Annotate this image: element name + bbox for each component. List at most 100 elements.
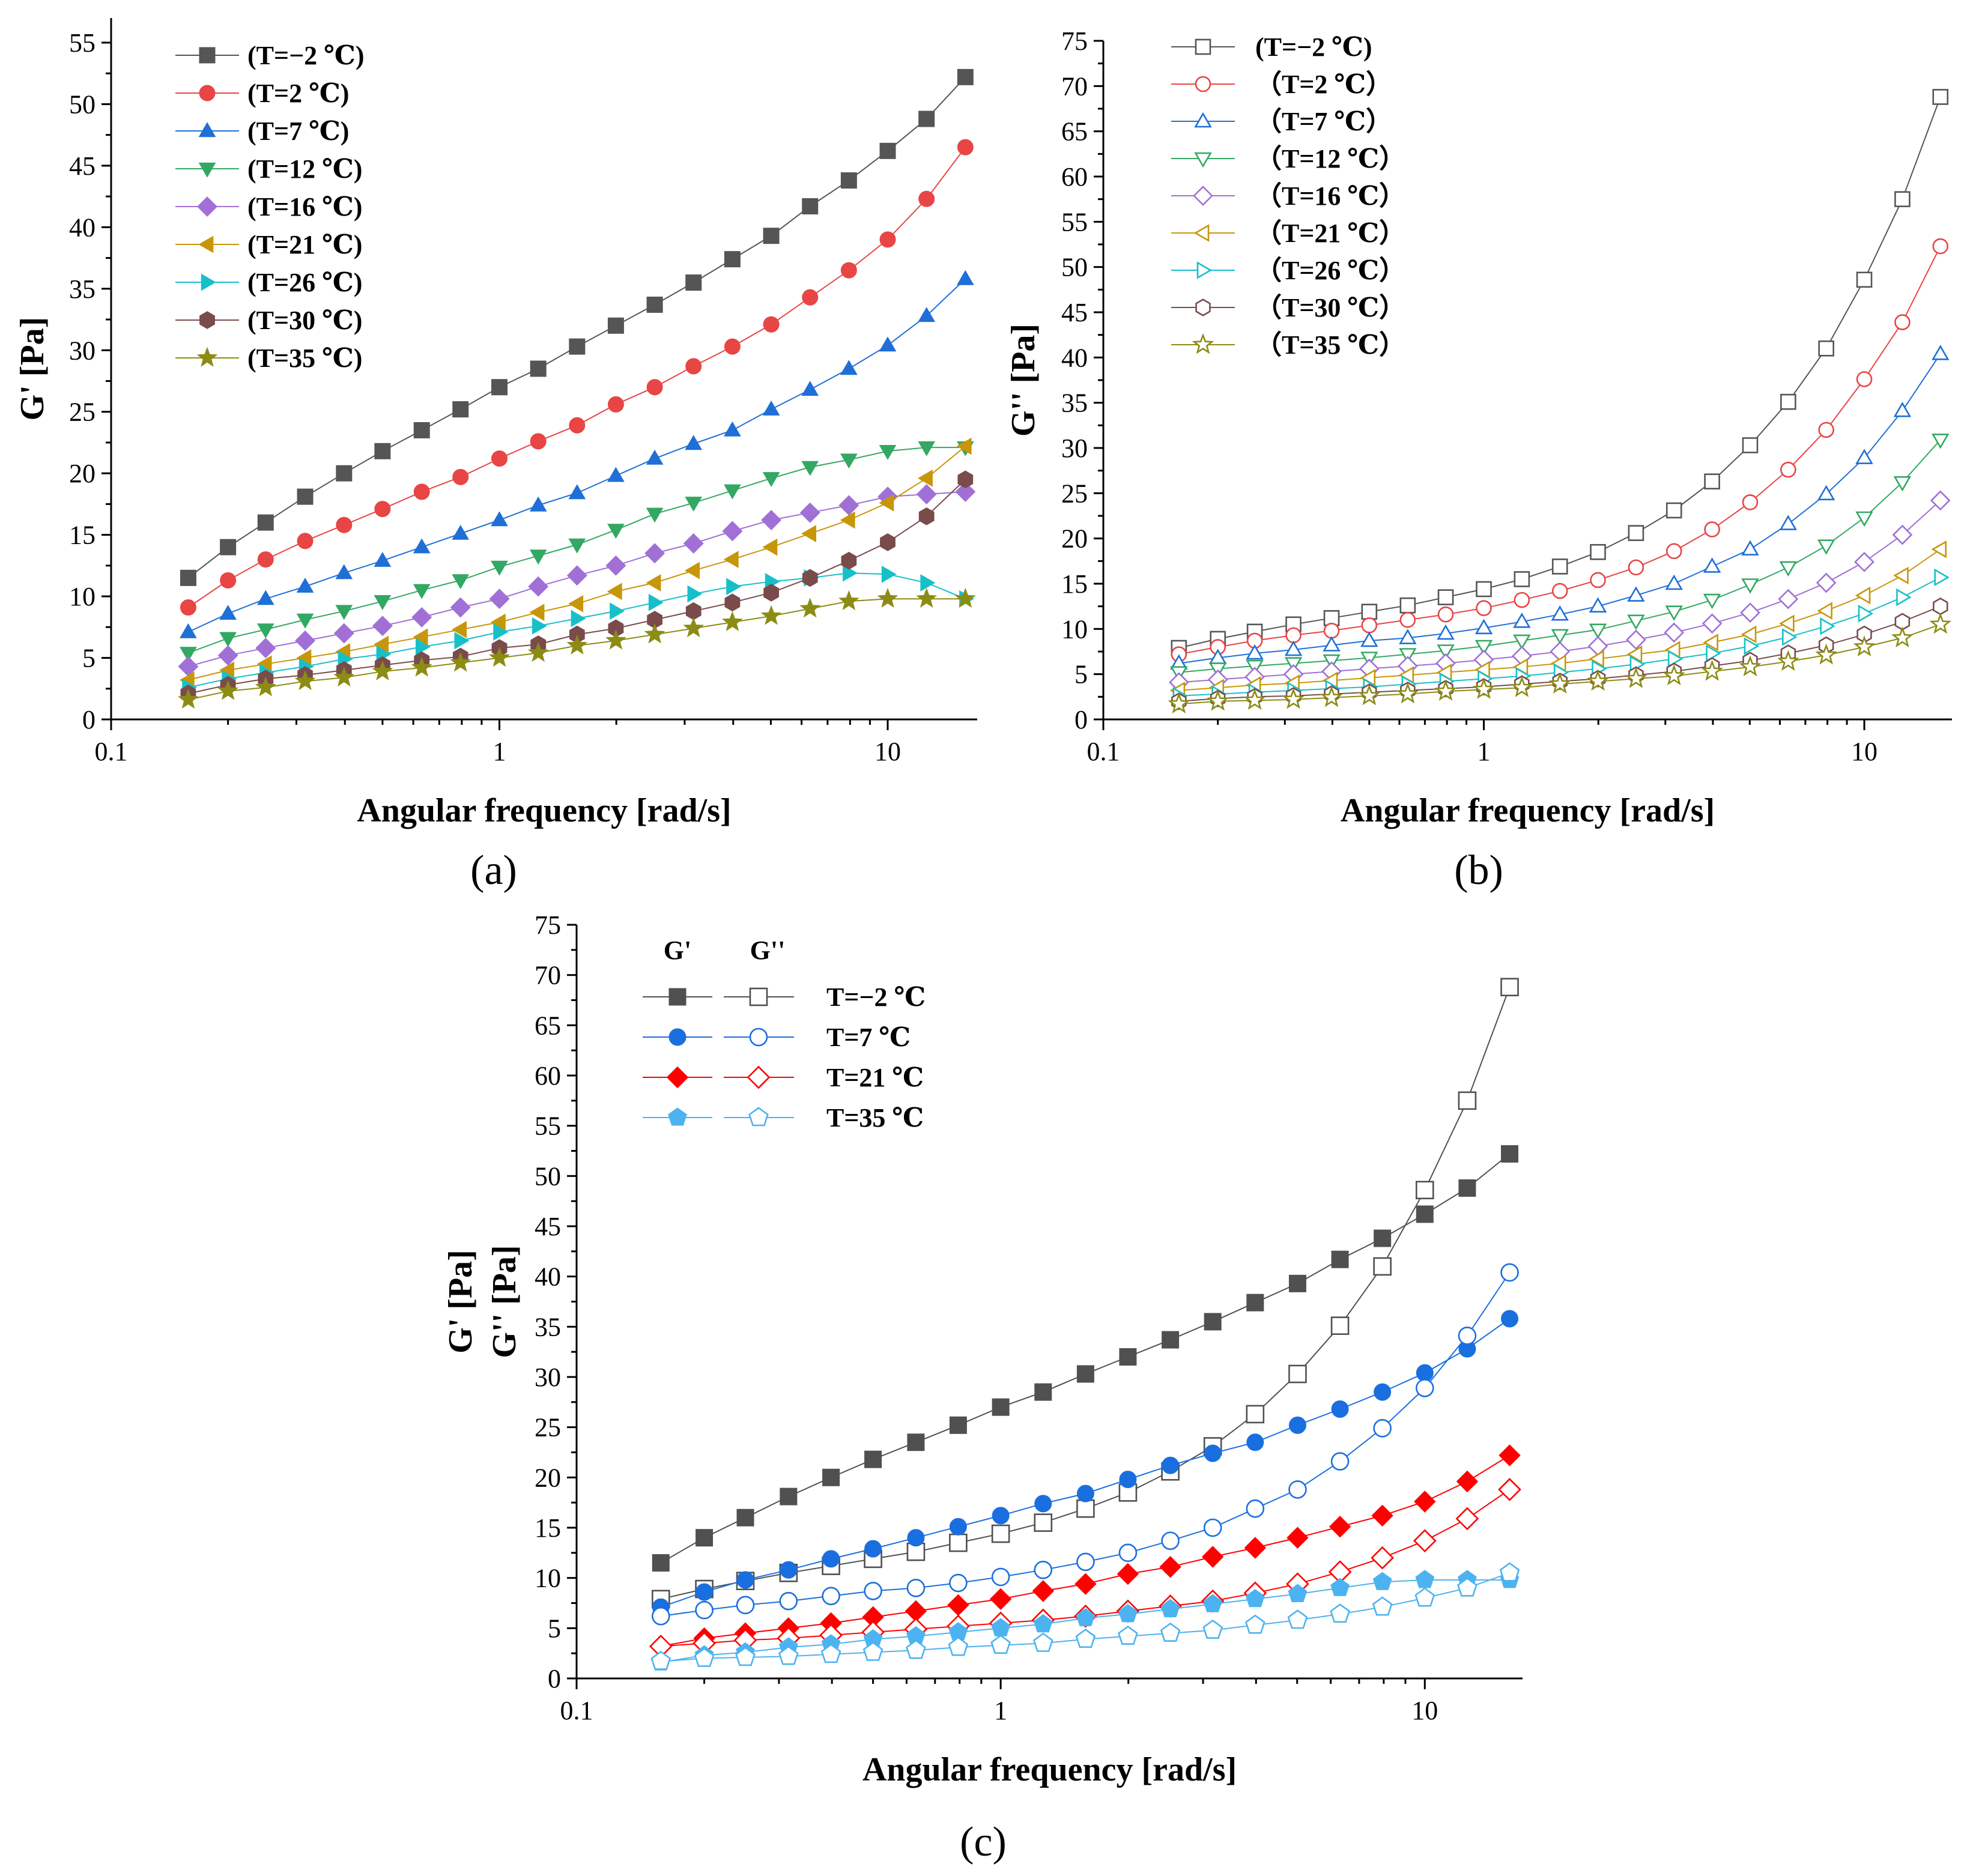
panel-b-legend-marker <box>1195 298 1211 316</box>
panel-a-series-5-point <box>801 525 816 542</box>
panel-c-series-3-point <box>864 1582 882 1600</box>
panel-c-series-7-point <box>1372 1596 1393 1616</box>
panel-b-legend-marker <box>1194 152 1212 168</box>
panel-b-series-1-point <box>1780 461 1796 478</box>
panel-c-series-2-point <box>1374 1383 1392 1401</box>
panel-a-series-2-point <box>180 623 197 638</box>
panel-b-series-4-point <box>1892 524 1913 545</box>
panel-b-ytick-label: 5 <box>1074 660 1088 689</box>
panel-a-series-0-point <box>607 317 624 334</box>
panel-a-series-1-point <box>685 358 702 375</box>
panel-c-series-0-point <box>1119 1348 1137 1366</box>
panel-a-series-2-point <box>529 496 547 512</box>
panel-a-series-0-point <box>180 569 196 586</box>
panel-b-xtick-label: 1 <box>1478 737 1491 766</box>
panel-a-series-1-point <box>530 433 547 450</box>
panel-c-ytick-label: 35 <box>535 1312 561 1342</box>
panel-b-series-6-point <box>1896 588 1912 607</box>
panel-b-legend-label: （T=2 ℃） <box>1255 70 1392 99</box>
panel-c-series-7-point <box>694 1647 715 1667</box>
panel-b-series-5-point <box>1703 634 1718 652</box>
panel-c-series-2-point <box>1162 1456 1180 1474</box>
panel-a-series-3-point <box>918 441 936 456</box>
panel-c-series-2-point <box>1246 1433 1264 1451</box>
panel-a-series-1-point <box>607 396 624 413</box>
panel-a-series-3-point <box>879 445 897 460</box>
panel-c-legend-item: T=21 ℃ <box>643 1063 924 1092</box>
panel-a-ytick-label: 40 <box>69 213 95 242</box>
panel-c-series-3-point <box>1500 1263 1519 1282</box>
panel-c-series-3-point <box>1246 1499 1265 1518</box>
panel-a-series-0-point <box>840 172 857 189</box>
panel-a-series-4-point <box>217 645 238 666</box>
panel-a-series-3-point <box>568 538 586 554</box>
panel-b-legend-item: （T=7 ℃） <box>1171 107 1392 136</box>
panel-a-series-0-point <box>724 251 741 268</box>
panel-a-series-3-point <box>607 524 625 539</box>
panel-b-series-3-point <box>1551 629 1569 645</box>
panel-a-chart: 0 5 10 15 20 25 30 35 40 45 50 55 0.1 1 10 Angular freq… <box>14 18 977 894</box>
panel-b-series-8-point <box>1701 659 1723 681</box>
panel-a-legend-item: (T=26 ℃) <box>175 268 362 297</box>
panel-c-series-3-point <box>779 1591 798 1611</box>
panel-a-ytick-label: 5 <box>82 644 95 673</box>
panel-c-series-7-point <box>906 1639 926 1659</box>
panel-b-series-0-point <box>1665 502 1682 519</box>
panel-b-series-6-point <box>1782 628 1798 646</box>
panel-c-series-3-point <box>822 1587 840 1606</box>
panel-b-ytick-label: 55 <box>1061 207 1088 237</box>
panel-a-series-2-point <box>607 467 625 482</box>
panel-b-series-8-point <box>1662 664 1685 686</box>
panel-a-series-1-point <box>879 231 896 248</box>
panel-b-series-2-point <box>1551 605 1569 621</box>
panel-b-series-4-point <box>1816 572 1837 593</box>
panel-a-ytick-label: 15 <box>69 521 95 550</box>
panel-c-series-2-point <box>949 1517 967 1536</box>
panel-a-series-0-point <box>413 422 430 438</box>
panel-c-series-0-point <box>992 1398 1010 1416</box>
panel-a-legend-label: (T=16 ℃) <box>247 192 362 222</box>
panel-a-series-7-point <box>763 584 779 602</box>
panel-b-series-0-point <box>1590 543 1606 560</box>
panel-a-series-2-point <box>646 449 664 465</box>
panel-b-ytick-label: 70 <box>1061 71 1088 101</box>
panel-c-legend-marker-filled <box>668 1028 686 1046</box>
panel-b-series-0-point <box>1551 558 1568 575</box>
panel-b-series-4-point <box>1854 551 1875 572</box>
panel-a-series-3-point <box>452 574 470 590</box>
panel-a-series-5-point <box>529 604 545 622</box>
panel-a-series-1-point <box>646 379 663 396</box>
panel-a-series-3-point <box>840 453 858 469</box>
panel-a-series-8-point <box>799 598 821 618</box>
panel-c-series-3-point <box>736 1596 755 1615</box>
panel-a-series-7-point <box>724 593 741 612</box>
panel-b-legend-item: （T=12 ℃） <box>1171 144 1405 174</box>
panel-a-series-4-point <box>722 521 743 542</box>
panel-c-series-1-point <box>1373 1257 1392 1276</box>
panel-a-series-0-point <box>879 142 896 159</box>
panel-a-legend-label: (T=2 ℃) <box>247 79 349 108</box>
panel-b-series-4-point <box>1587 636 1608 656</box>
panel-b-series-2-point <box>1741 540 1759 556</box>
panel-c-series-2-point <box>992 1507 1010 1525</box>
panel-c-legend-marker-open <box>747 1065 771 1089</box>
panel-b-legend-label: （T=12 ℃） <box>1255 144 1405 174</box>
panel-b-ytick-label: 60 <box>1061 162 1088 192</box>
panel-b-series-8-point <box>1891 626 1914 647</box>
panel-a-series-8-point <box>255 676 276 697</box>
panel-b-series-2-point <box>1284 640 1303 656</box>
panel-c-legend-marker-open <box>749 987 768 1006</box>
panel-c-series-0-point <box>1034 1383 1052 1401</box>
panel-a-series-1-point <box>569 417 586 434</box>
panel-a-series-3-point <box>491 560 508 576</box>
panel-a-series-3-point <box>256 623 274 639</box>
panel-a-series-4-point <box>528 576 549 597</box>
panel-a-series-4-point <box>255 638 276 659</box>
panel-c-series-4-point <box>1456 1470 1479 1493</box>
panel-b-series-0-point <box>1399 597 1416 614</box>
panel-b-series-2-point <box>1399 629 1417 644</box>
panel-b-series-1-point <box>1399 611 1416 628</box>
panel-b-series-8-point <box>1396 682 1419 704</box>
panel-b-series-4-point <box>1550 641 1571 662</box>
panel-b-series-1-point <box>1323 623 1340 639</box>
